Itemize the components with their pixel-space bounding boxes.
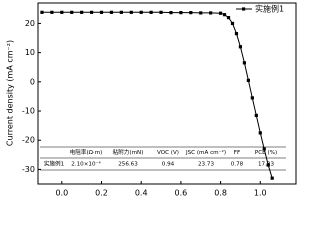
data-point: [199, 11, 203, 15]
table-header: JSC (mA cm⁻²): [185, 149, 226, 156]
table-header: 电阻率(Ω·m): [70, 148, 103, 156]
data-point: [242, 61, 246, 65]
data-point: [258, 131, 262, 135]
x-tick-label: 1.0: [254, 189, 267, 198]
y-tick-label: -20: [22, 136, 35, 145]
data-point: [99, 10, 104, 14]
table-cell: 17.33: [258, 162, 274, 168]
y-tick-label: -30: [22, 165, 35, 174]
data-point: [70, 10, 74, 14]
data-point: [246, 78, 250, 82]
data-point: [226, 15, 231, 20]
data-point: [89, 10, 94, 14]
data-point: [149, 10, 153, 14]
series-line: [42, 11, 273, 179]
table-header: PCE (%): [255, 150, 277, 156]
table-header: 粘附力(mN): [113, 148, 144, 156]
table-header: VOC (V): [157, 150, 179, 156]
data-point: [109, 10, 114, 14]
data-point: [234, 32, 239, 36]
data-point: [60, 10, 64, 14]
legend-label: 实施例1: [255, 4, 284, 14]
data-point: [218, 11, 223, 15]
table-cell: 0.94: [162, 162, 175, 168]
data-point: [266, 163, 270, 167]
y-tick-label: 10: [25, 48, 35, 57]
data-point: [270, 176, 274, 180]
table-cell: 23.73: [198, 162, 214, 168]
data-point: [119, 10, 123, 14]
table-cell: 2.10×10⁻⁴: [71, 161, 101, 168]
x-tick-label: 0.6: [175, 189, 188, 198]
data-point: [139, 10, 143, 14]
data-point: [40, 10, 44, 14]
legend-marker: [242, 7, 246, 11]
data-point: [80, 10, 84, 14]
y-tick-label: 20: [25, 19, 35, 28]
table-cell: 256.63: [118, 162, 138, 168]
y-axis-label: Current density (mA cm⁻²): [6, 40, 15, 146]
y-tick-label: 0: [30, 77, 35, 86]
x-tick-label: 0.4: [135, 189, 148, 198]
data-point: [129, 10, 133, 14]
data-point: [169, 11, 173, 15]
x-tick-label: 0.8: [214, 189, 227, 198]
plot-frame: [37, 2, 297, 185]
data-point: [230, 21, 235, 26]
table-cell: 0.78: [231, 162, 244, 168]
data-point: [189, 11, 193, 15]
data-point: [209, 11, 213, 15]
data-point: [238, 45, 243, 49]
data-point: [222, 13, 227, 17]
page: Current density (mA cm⁻²) 20 10 0 -10 -20 -30…: [5, 2, 297, 198]
chart: Current density (mA cm⁻²) 20 10 0 -10 -20 -30…: [6, 2, 297, 198]
x-tick-label: 0.2: [95, 189, 108, 198]
table-row-label: 实施例1: [44, 160, 65, 168]
y-tick-label: -10: [22, 107, 35, 116]
data-point: [179, 11, 183, 15]
table-header: FF: [234, 150, 240, 156]
data-point: [50, 10, 54, 14]
data-point: [262, 147, 266, 151]
data-point: [250, 96, 254, 100]
x-tick-label: 0.0: [55, 189, 68, 198]
data-point: [254, 113, 258, 117]
data-point: [159, 10, 163, 14]
